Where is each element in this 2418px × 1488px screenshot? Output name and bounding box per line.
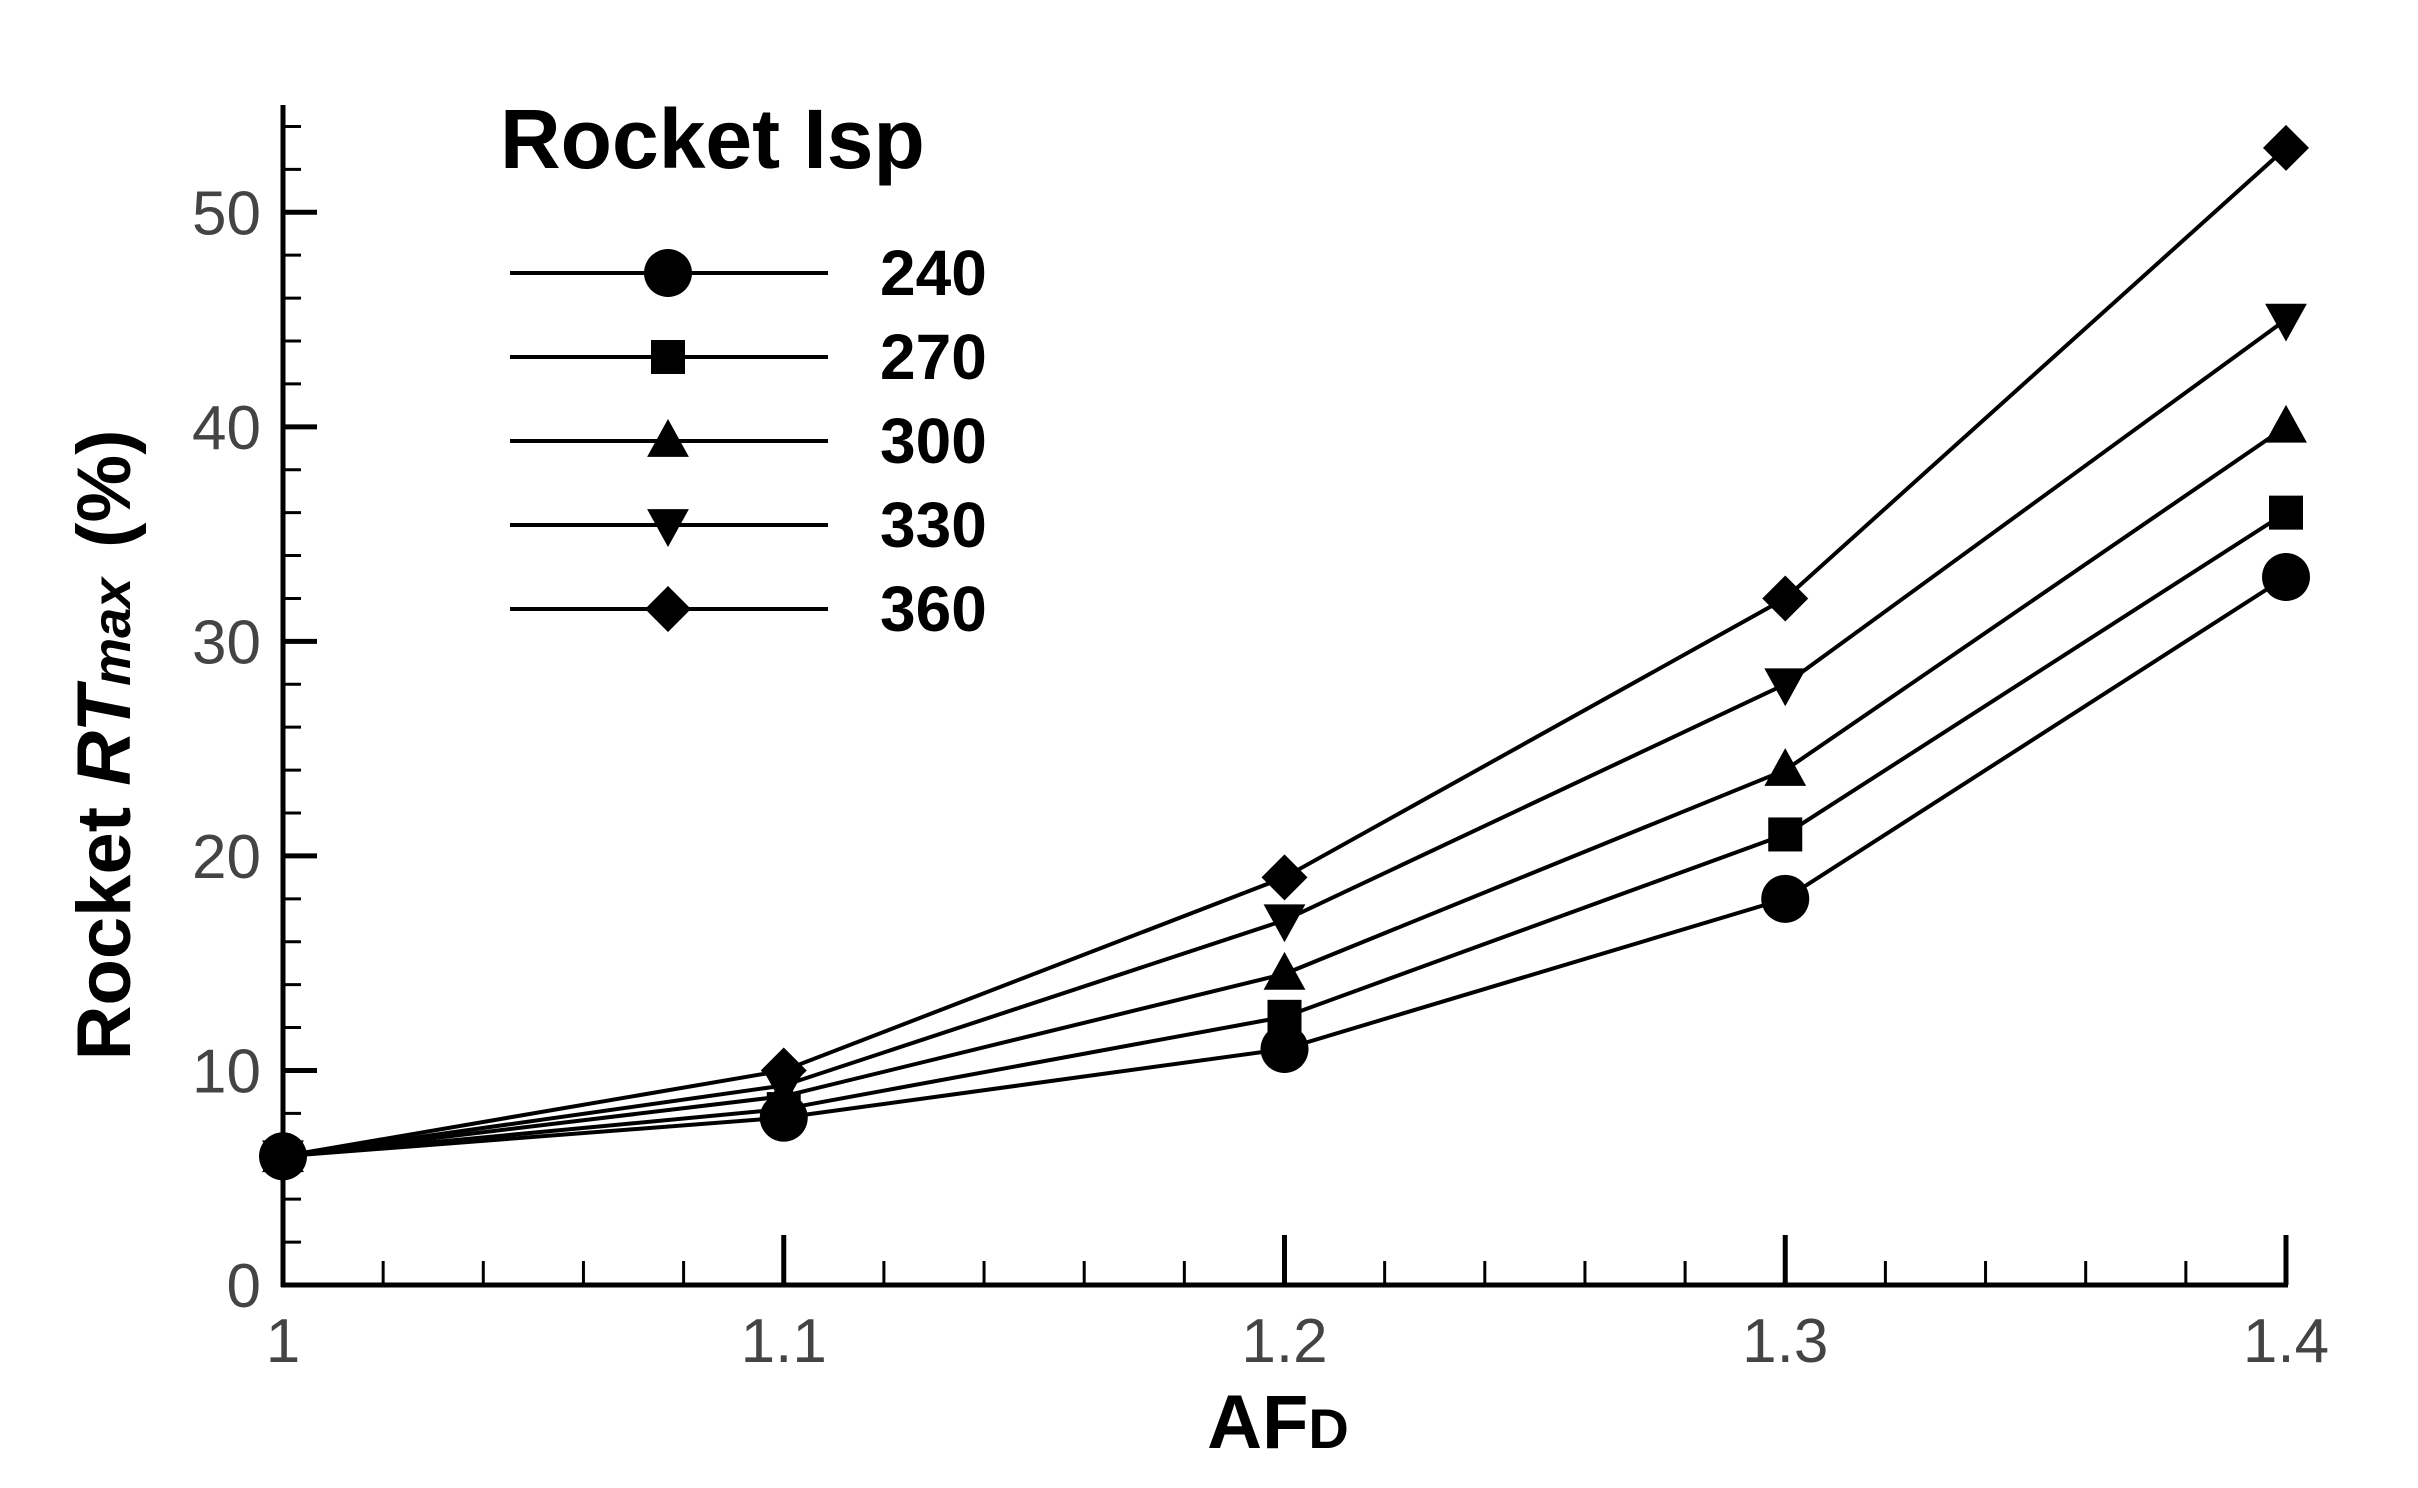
data-point [1263, 951, 1306, 990]
y-tick-label: 50 [192, 179, 261, 248]
series-layer [259, 124, 2310, 1181]
legend-label: 300 [880, 405, 987, 477]
y-axis-title-subscript: max [82, 576, 142, 686]
y-tick-label: 40 [192, 394, 261, 463]
legend-marker [645, 586, 691, 632]
axes: 0 10 20 30 40 50 1 1.1 1.2 1.3 1.4 [192, 105, 2329, 1376]
y-tick-label: 30 [192, 608, 261, 677]
x-axis-title-subscript: D [1308, 1397, 1348, 1460]
data-point [1764, 748, 1807, 786]
legend-label: 240 [880, 237, 987, 309]
data-point [260, 1133, 306, 1180]
legend-label: 330 [880, 489, 987, 561]
data-point [2265, 404, 2307, 443]
data-point [1263, 904, 1306, 943]
legend-marker [651, 340, 685, 374]
x-tick-label: 1.3 [1742, 1307, 1828, 1376]
data-point [1260, 1025, 1309, 1073]
svg-text:Rocket RTmax(%): Rocket RTmax (%) [62, 430, 147, 1061]
x-tick-label: 1.4 [2243, 1307, 2329, 1376]
data-point [760, 1047, 807, 1094]
legend-marker [647, 419, 689, 457]
legend-title: Rocket Isp [500, 92, 925, 186]
legend-marker [647, 509, 689, 547]
data-point [2263, 124, 2309, 171]
data-point [2269, 495, 2303, 530]
x-tick-label: 1.1 [741, 1307, 827, 1376]
data-point [1761, 874, 1810, 923]
y-tick-label: 0 [227, 1252, 261, 1321]
legend-label: 360 [880, 573, 987, 645]
legend-entry-330: 330 [510, 489, 987, 561]
legend-label: 270 [880, 321, 987, 393]
data-point [1762, 575, 1809, 622]
y-axis-title-italic: RT [62, 680, 147, 786]
y-tick-label: 20 [192, 823, 261, 892]
legend-entry-270: 270 [510, 321, 987, 393]
data-point [2265, 303, 2307, 342]
x-axis-title: AFD [1207, 1380, 1349, 1465]
x-tick-label: 1 [266, 1307, 300, 1376]
svg-text:AFD: AFD [1207, 1380, 1349, 1465]
legend-entry-240: 240 [510, 237, 987, 309]
y-axis-title: Rocket RTmax (%) [62, 430, 147, 1061]
data-point [1764, 668, 1807, 707]
data-point [2262, 553, 2310, 601]
y-axis-title-suffix: (%) [62, 430, 147, 548]
legend-entry-300: 300 [510, 405, 987, 477]
data-point [1267, 999, 1302, 1034]
legend-entry-360: 360 [510, 573, 987, 645]
y-axis-title-prefix: Rocket [62, 786, 147, 1061]
x-tick-label: 1.2 [1241, 1307, 1327, 1376]
x-axis-title-main: AF [1207, 1380, 1308, 1465]
y-tick-label: 10 [192, 1037, 261, 1106]
legend: Rocket Isp 240 270 300 330 360 [500, 92, 987, 645]
data-point [1768, 817, 1803, 852]
series-360 [260, 124, 2309, 1180]
data-point [1261, 854, 1308, 901]
legend-marker [644, 249, 692, 297]
